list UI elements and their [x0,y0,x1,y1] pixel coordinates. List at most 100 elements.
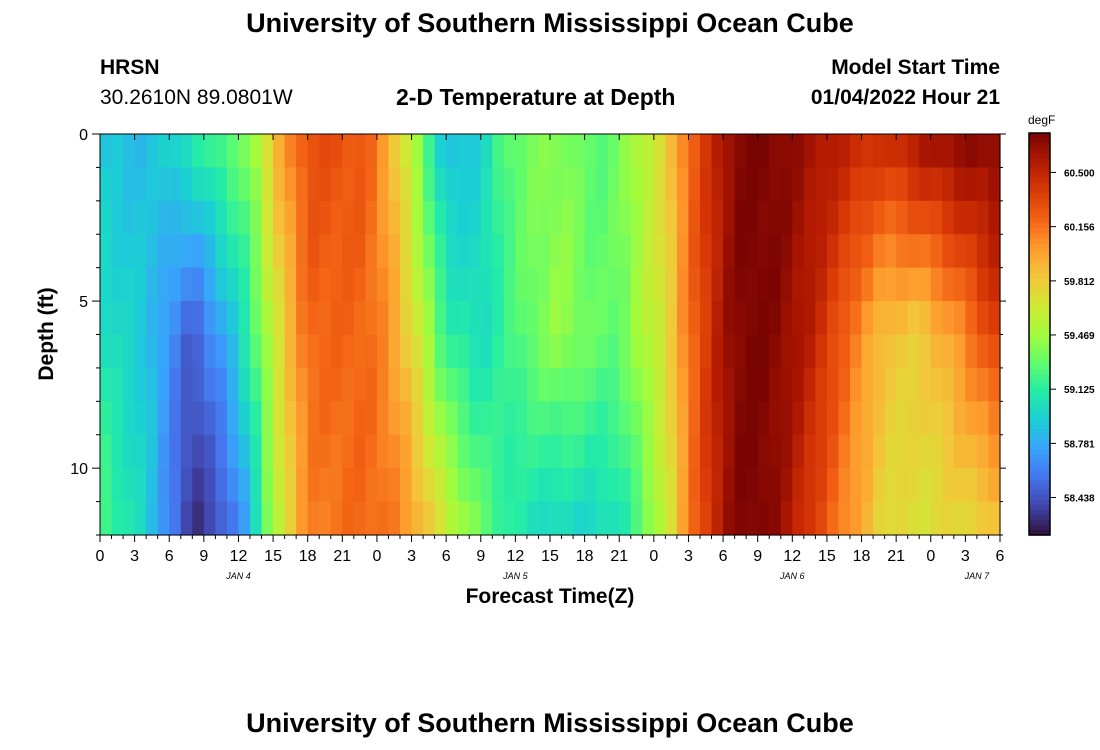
heatmap-cell [596,367,609,402]
heatmap-cell [619,401,632,436]
heatmap-cell [700,200,713,235]
heatmap-cell [480,301,493,336]
heatmap-cell [134,301,147,336]
heatmap-cell [157,367,170,402]
heatmap-cell [365,167,378,202]
heatmap-cell [642,267,655,302]
heatmap-cell [665,401,678,436]
heatmap-cell [492,301,505,336]
heatmap-cell [642,134,655,169]
colorbar-swatch [1029,509,1050,516]
heatmap-cell [261,334,274,369]
heatmap-cell [607,267,620,302]
colorbar-swatch [1029,349,1050,355]
heatmap-cell [850,334,863,369]
heatmap-cell [469,501,482,536]
heatmap-cell [469,234,482,269]
heatmap-cell [526,401,540,436]
heatmap-cell [596,200,609,235]
heatmap-cell [688,200,701,235]
heatmap-cell [411,301,424,336]
heatmap-cell [342,334,355,369]
heatmap-cell [307,468,320,503]
heatmap-cell [850,167,863,202]
heatmap-cell [480,501,493,536]
heatmap-cell [607,167,620,202]
heatmap-cell [734,167,747,202]
heatmap-cell [376,501,390,536]
heatmap-cell [203,134,216,169]
heatmap-cell [780,167,793,202]
colorbar-frame [1028,132,1051,536]
heatmap-cell [111,434,124,469]
heatmap-cell [503,501,516,536]
colorbar-swatch [1029,399,1050,405]
heatmap-cell [826,468,840,503]
heatmap-cell [319,167,332,202]
heatmap-cell [896,468,909,503]
heatmap-cell [353,367,366,402]
heatmap-cell [296,200,309,235]
heatmap-cell [746,367,759,402]
heatmap-cell [250,334,263,369]
heatmap-cell [376,434,390,469]
heatmap-cell [388,334,401,369]
heatmap-cell [307,200,320,235]
heatmap-cell [400,267,413,302]
heatmap-cell [307,134,320,169]
colorbar-swatch [1029,198,1050,204]
heatmap-cell [123,167,136,202]
heatmap-cell [803,434,816,469]
heatmap-cell [700,134,713,169]
heatmap-cell [134,167,147,202]
heatmap-cell [596,334,609,369]
heatmap-cell [180,301,193,336]
heatmap-cell [838,301,851,336]
heatmap-cell [826,334,840,369]
heatmap-cell [400,401,413,436]
heatmap-cell [930,301,943,336]
heatmap-cell [457,267,470,302]
heatmap-cell [942,468,955,503]
heatmap-cell [226,267,240,302]
heatmap-cell [469,468,482,503]
heatmap-cell [642,301,655,336]
heatmap-cell [480,167,493,202]
heatmap-cell [676,167,690,202]
heatmap-cell [526,134,540,169]
heatmap-cell [100,334,113,369]
heatmap-cell [665,200,678,235]
heatmap-cell [376,401,390,436]
heatmap-cell [480,434,493,469]
colorbar-swatch [1029,479,1050,486]
heatmap-cell [400,334,413,369]
heatmap-cell [976,200,990,235]
heatmap-cell [826,501,840,536]
heatmap-cell [896,367,909,402]
heatmap-cell [123,367,136,402]
heatmap-cell [607,301,620,336]
heatmap-cell [676,501,690,536]
x-tick-label: 6 [165,548,174,565]
colorbar-tick-label: 58.438 [1064,493,1095,504]
heatmap-cell [215,134,228,169]
heatmap-cell [873,301,886,336]
heatmap-cell [376,134,390,169]
heatmap-cell [423,367,436,402]
heatmap-cell [123,200,136,235]
heatmap-cell [330,334,343,369]
heatmap-cell [792,501,805,536]
heatmap-cell [538,301,551,336]
heatmap-cell [192,367,205,402]
heatmap-cell [757,134,770,169]
heatmap-cell [561,501,574,536]
heatmap-cell [815,134,828,169]
heatmap-cell [226,134,240,169]
heatmap-cell [769,200,782,235]
heatmap-cell [607,501,620,536]
heatmap-cell [953,367,966,402]
heatmap-cell [711,167,724,202]
heatmap-cell [642,434,655,469]
heatmap-cell [134,401,147,436]
heatmap-cell [757,334,770,369]
